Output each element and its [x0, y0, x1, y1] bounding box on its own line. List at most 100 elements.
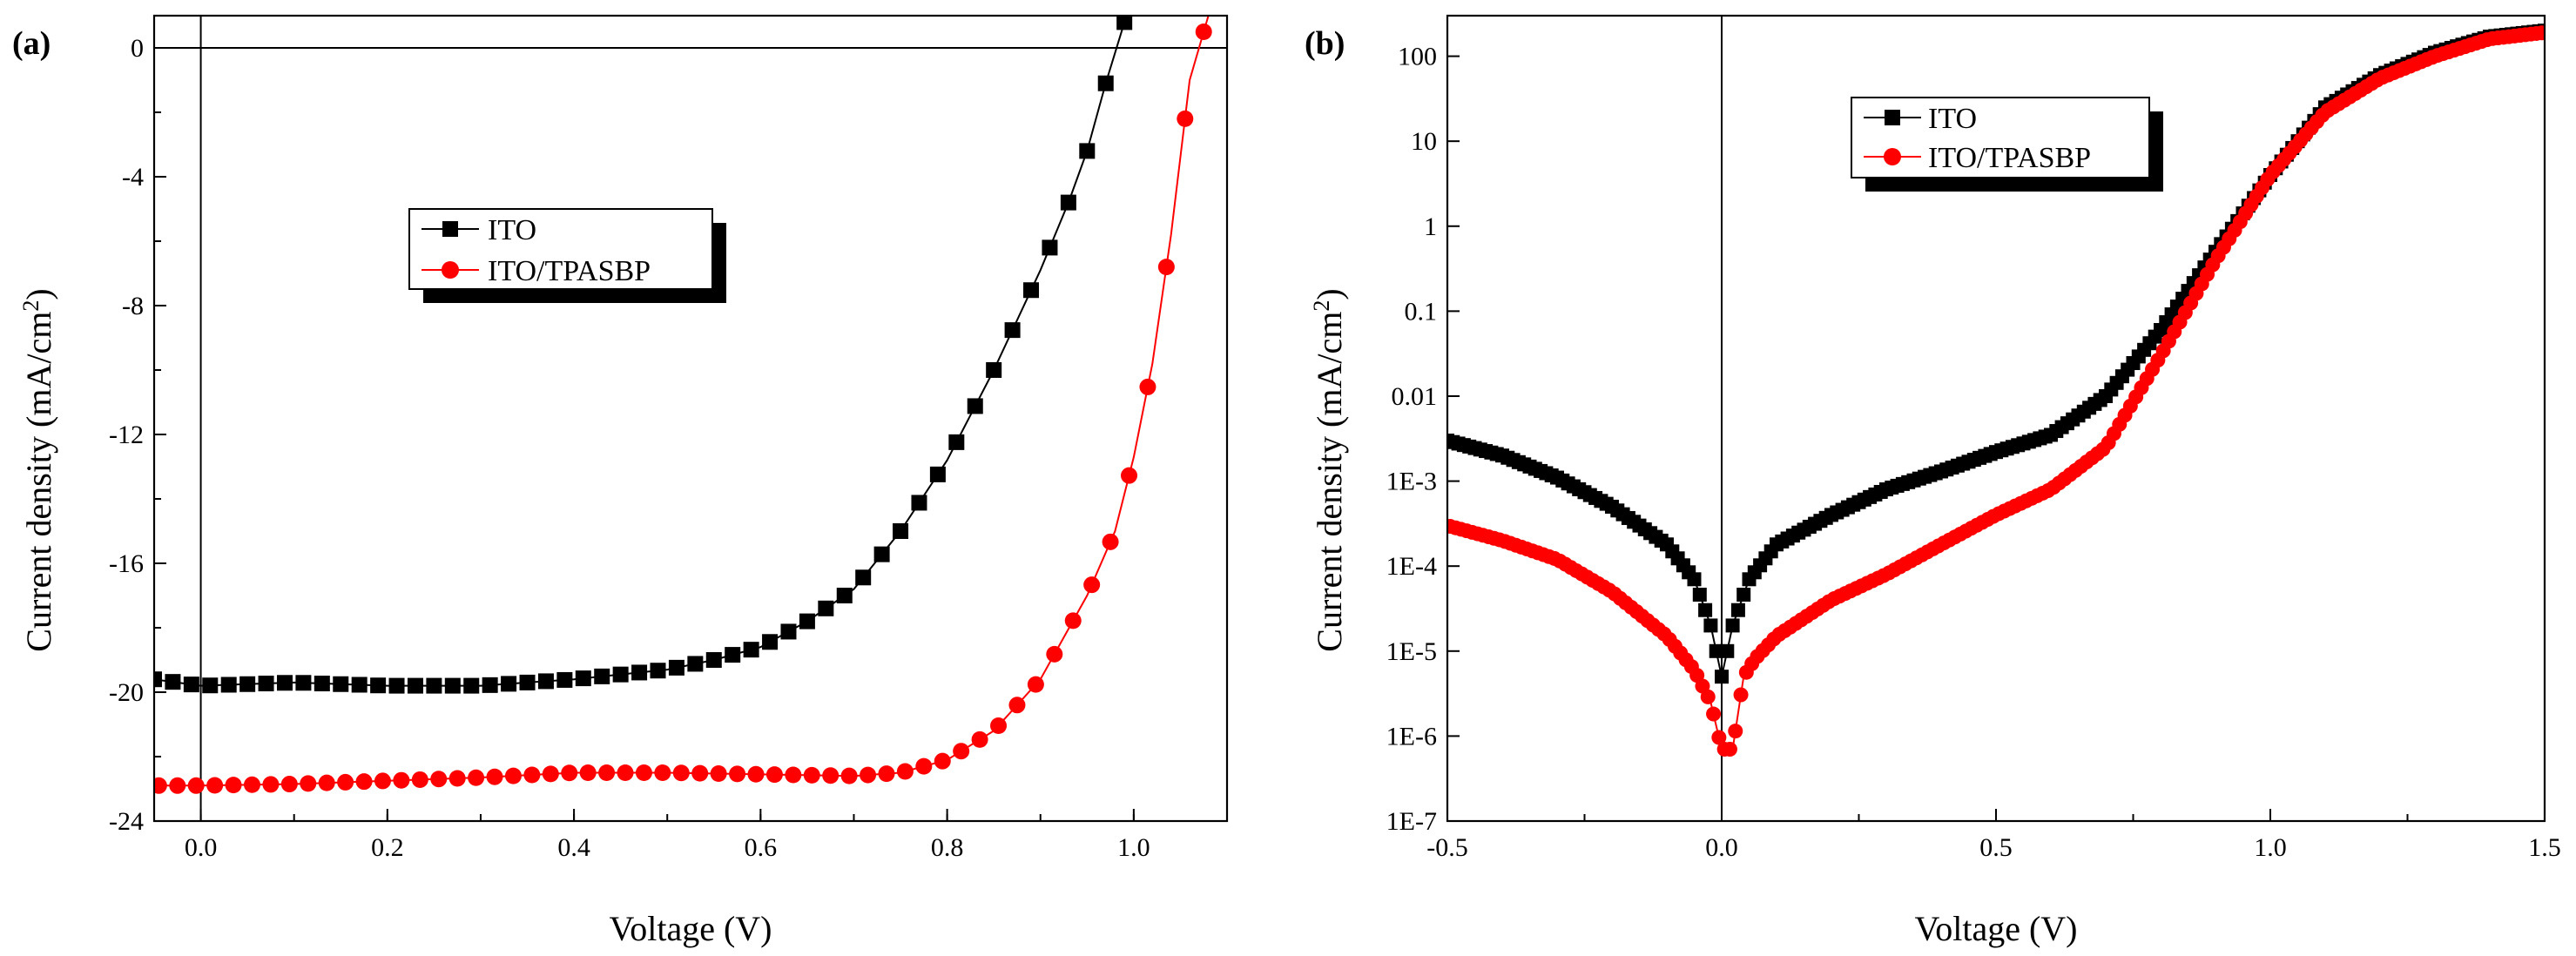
data-point-ito — [893, 523, 909, 539]
data-point-ito — [276, 675, 293, 691]
data-point-ito — [351, 677, 368, 693]
data-point-ito — [631, 664, 648, 681]
data-point-ito-tpasbp — [1046, 645, 1063, 663]
data-point-ito-tpasbp — [355, 773, 373, 791]
data-point-ito-tpasbp — [860, 766, 877, 784]
legend-ito-label: ITO — [488, 214, 536, 246]
series-group — [154, 16, 1227, 821]
panel-b-plot-area — [1447, 16, 2545, 821]
data-point-ito-tpasbp — [691, 764, 709, 782]
data-point-ito-tpasbp — [486, 768, 503, 785]
data-point-ito — [1097, 75, 1114, 91]
data-point-ito-tpasbp — [504, 767, 522, 784]
legend-box — [1851, 97, 2150, 178]
y-tick-label: 0.1 — [1405, 297, 1438, 326]
data-point-ito — [668, 659, 684, 676]
panel-a-plot-area — [154, 16, 1227, 821]
data-point-ito — [1703, 618, 1718, 633]
y-tick-label: 0 — [131, 34, 144, 63]
data-point-ito-tpasbp — [654, 764, 671, 781]
data-point-ito — [1079, 143, 1096, 159]
data-point-ito-tpasbp — [300, 775, 317, 792]
data-point-ito-tpasbp — [1733, 687, 1749, 703]
legend-tpasbp-marker — [1884, 148, 1901, 165]
data-point-ito-tpasbp — [729, 765, 746, 783]
data-point-ito-tpasbp — [1722, 742, 1737, 757]
data-point-ito-tpasbp — [337, 773, 354, 791]
data-point-ito-tpasbp — [448, 770, 466, 787]
data-point-ito-tpasbp — [1102, 533, 1119, 550]
data-point-ito — [183, 677, 199, 693]
data-point-ito — [1692, 588, 1707, 603]
y-tick-label: 0.01 — [1392, 382, 1438, 411]
data-point-ito-tpasbp — [672, 764, 690, 782]
data-point-ito-tpasbp — [915, 757, 933, 775]
data-point-ito — [725, 647, 741, 663]
data-point-ito-tpasbp — [1008, 697, 1026, 714]
data-point-ito — [370, 677, 387, 694]
data-point-ito-tpasbp — [785, 766, 802, 784]
data-point-ito — [1023, 282, 1040, 299]
data-point-ito-tpasbp — [1083, 576, 1101, 594]
data-point-ito — [855, 569, 872, 586]
data-point-ito — [519, 674, 536, 690]
panel-b-ticks: -0.5 0.0 0.5 1.0 1.5 100 10 1 0.1 0.01 1E-3 1E-4 1E-… — [1386, 43, 2561, 862]
data-point-ito — [1004, 322, 1021, 339]
x-tick-label: 0.0 — [185, 833, 218, 862]
x-tick-label: 0.4 — [557, 833, 590, 862]
data-point-ito — [482, 677, 498, 693]
x-tick-label: 1.5 — [2528, 833, 2561, 862]
data-point-ito-tpasbp — [598, 764, 616, 781]
legend-tpasbp-marker — [442, 261, 459, 279]
panel-b-label: (b) — [1305, 25, 1345, 62]
data-point-ito — [967, 398, 983, 414]
data-point-ito-tpasbp — [1706, 706, 1722, 722]
y-tick-label: 1E-5 — [1386, 637, 1437, 666]
data-point-ito-tpasbp — [243, 776, 260, 793]
data-point-ito — [295, 675, 312, 691]
data-point-ito-tpasbp — [262, 776, 280, 793]
data-point-ito — [1060, 194, 1076, 211]
data-point-ito — [426, 677, 442, 694]
data-point-ito — [444, 677, 461, 694]
data-point-ito-tpasbp — [154, 777, 167, 794]
data-point-ito — [202, 677, 219, 694]
y-tick-label: -8 — [122, 292, 144, 320]
x-tick-label: 0.2 — [371, 833, 404, 862]
data-point-ito-tpasbp — [1064, 612, 1082, 629]
data-point-ito — [333, 676, 349, 692]
data-point-ito-tpasbp — [374, 772, 391, 790]
panel-a: (a) 0.0 0.2 0.4 0.6 0.8 1.00-4-8-12-16-20-24 … — [12, 14, 1229, 948]
x-tick-label: -0.5 — [1426, 833, 1468, 862]
series-line-ito — [154, 22, 1126, 687]
series-group — [1447, 16, 2545, 821]
legend-ito-marker — [442, 221, 458, 237]
data-point-ito — [575, 670, 591, 687]
data-point-ito — [407, 677, 423, 694]
data-point-ito — [762, 634, 779, 650]
data-point-ito — [929, 466, 946, 482]
panel-a-legend: ITO ITO/TPASBP — [408, 208, 726, 303]
data-point-ito-tpasbp — [617, 764, 634, 781]
data-point-ito — [818, 600, 834, 616]
data-point-ito — [537, 673, 554, 690]
x-tick-label: 1.0 — [2254, 833, 2287, 862]
data-point-ito — [1720, 643, 1735, 658]
y-tick-label: 1E-6 — [1386, 722, 1437, 751]
y-tick-label: 1E-4 — [1386, 552, 1437, 581]
data-point-ito — [705, 652, 722, 668]
data-point-ito-tpasbp — [280, 776, 298, 793]
legend-ito-label: ITO — [1928, 103, 1977, 135]
data-point-ito — [258, 676, 274, 692]
data-point-ito-tpasbp — [468, 769, 485, 786]
data-point-ito-tpasbp — [747, 765, 765, 783]
data-point-ito — [1730, 603, 1745, 617]
data-point-ito — [986, 362, 1002, 378]
x-tick-label: 0.8 — [931, 833, 964, 862]
data-point-ito — [650, 663, 666, 679]
panel-a-label: (a) — [12, 25, 51, 62]
legend-box — [408, 208, 713, 290]
data-point-ito-tpasbp — [990, 717, 1008, 734]
y-tick-label: 100 — [1398, 43, 1437, 71]
